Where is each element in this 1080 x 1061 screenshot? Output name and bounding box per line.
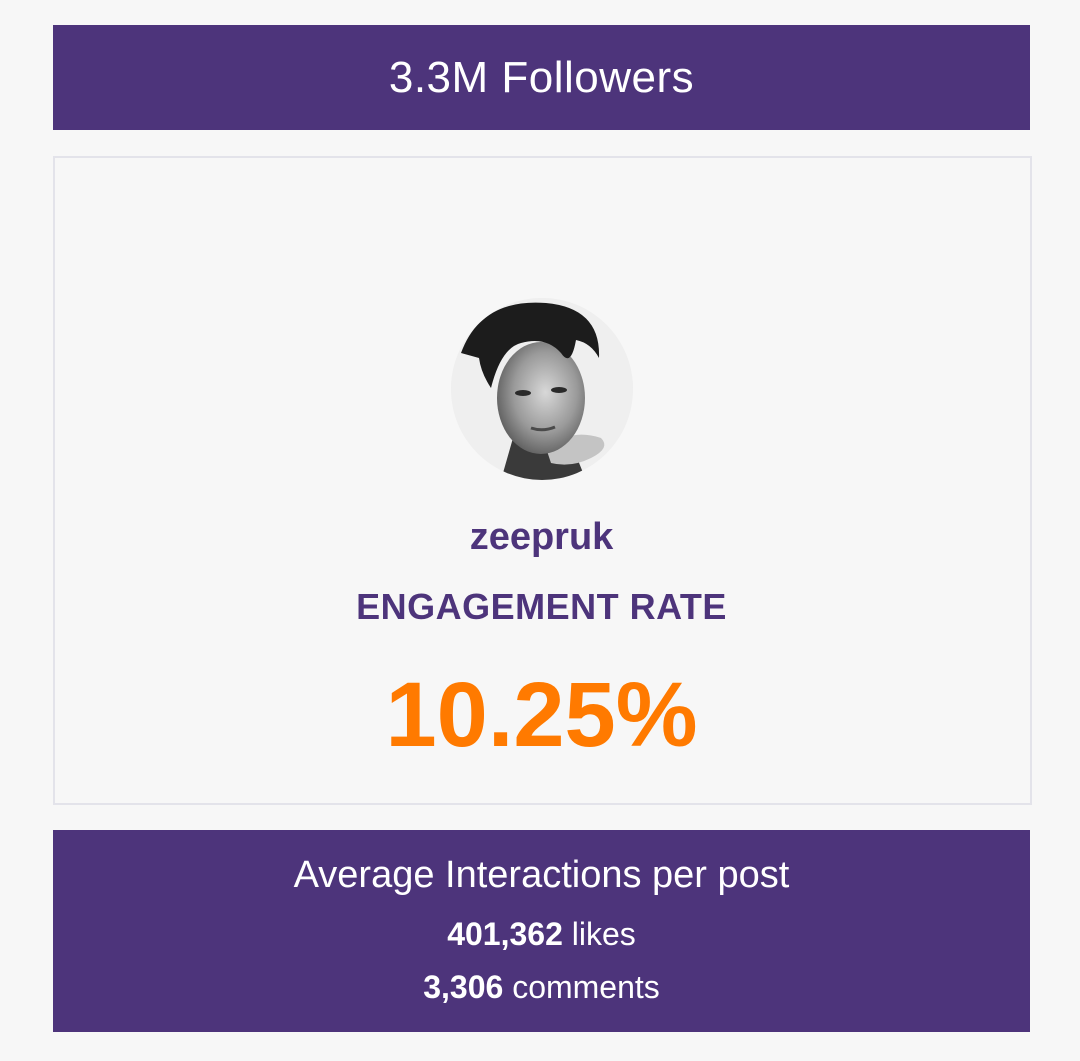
followers-count-text: 3.3M Followers: [388, 52, 695, 102]
engagement-rate-label: ENGAGEMENT RATE: [356, 586, 727, 627]
likes-line: 401,362 likes: [53, 916, 1030, 953]
profile-card: [53, 156, 1032, 805]
avatar-photo-icon: [451, 298, 633, 480]
avatar: [451, 298, 633, 480]
likes-label: likes: [571, 916, 636, 952]
followers-banner: 3.3M Followers: [53, 25, 1030, 130]
average-interactions-title: Average Interactions per post: [293, 854, 790, 896]
username: zeepruk: [469, 516, 614, 558]
comments-label: comments: [512, 969, 660, 1005]
comments-line: 3,306 comments: [53, 969, 1030, 1006]
comments-count: 3,306: [423, 969, 504, 1005]
engagement-rate-value: 10.25%: [385, 664, 698, 766]
average-interactions-panel: Average Interactions per post 401,362 li…: [53, 830, 1030, 1032]
likes-count: 401,362: [447, 916, 563, 952]
